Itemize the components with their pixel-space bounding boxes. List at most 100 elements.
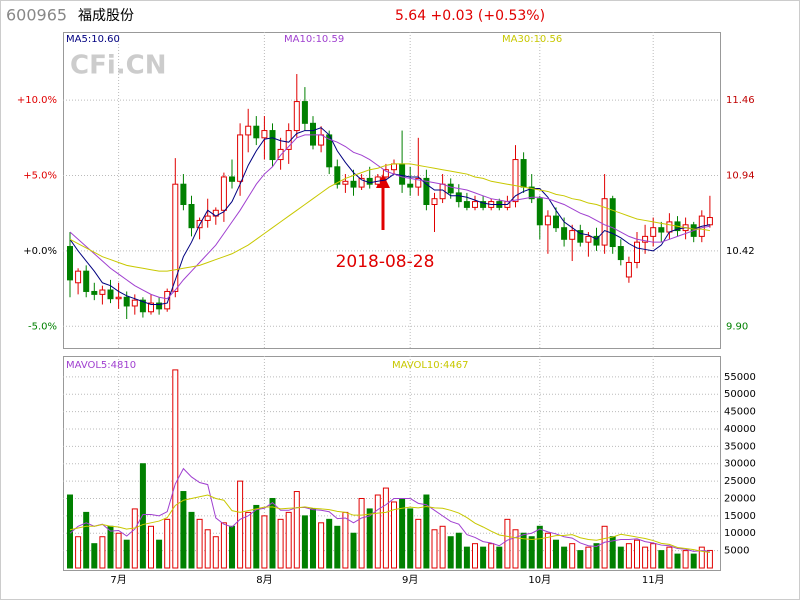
candle-body bbox=[115, 296, 122, 300]
volume-bar bbox=[115, 532, 122, 569]
candle-body bbox=[561, 227, 568, 240]
volume-bar bbox=[496, 546, 503, 569]
y-tick-label: 30000 bbox=[724, 459, 756, 470]
candle-body bbox=[431, 198, 438, 205]
candle-body bbox=[318, 134, 325, 146]
x-tick-label: 9月 bbox=[402, 574, 418, 586]
volume-bar bbox=[139, 463, 146, 569]
volume-bar bbox=[536, 525, 543, 569]
candle-body bbox=[553, 215, 559, 229]
volume-bar bbox=[83, 511, 90, 569]
candle-body bbox=[634, 241, 640, 263]
volume-bar bbox=[220, 522, 227, 569]
y-tick-label: 10.94 bbox=[726, 171, 755, 182]
volume-bar bbox=[528, 536, 535, 569]
volume-bar bbox=[561, 546, 568, 569]
candle-body bbox=[131, 299, 138, 307]
candle-body bbox=[310, 122, 316, 146]
volume-bar bbox=[204, 529, 211, 569]
y2-tick-label: +0.0% bbox=[23, 246, 57, 257]
candle-body bbox=[593, 235, 600, 246]
volume-bar bbox=[504, 518, 511, 569]
stock-code: 600965 bbox=[6, 6, 67, 25]
volume-bar bbox=[480, 546, 487, 569]
candle-body bbox=[407, 183, 414, 188]
candle-body bbox=[91, 290, 98, 295]
volume-bar bbox=[382, 487, 389, 569]
candle-body bbox=[399, 163, 406, 185]
volume-bar bbox=[366, 508, 373, 569]
ma-line bbox=[69, 494, 710, 553]
y2-tick-label: +10.0% bbox=[17, 95, 57, 106]
volume-bar bbox=[577, 550, 584, 569]
volume-bar bbox=[172, 369, 179, 569]
ma-line bbox=[69, 467, 710, 552]
volume-bar bbox=[277, 518, 284, 569]
ma-line bbox=[69, 127, 710, 306]
candle-body bbox=[139, 299, 146, 313]
volume-bar bbox=[261, 515, 268, 569]
y-tick-label: 50000 bbox=[724, 389, 756, 400]
ma-line bbox=[69, 163, 710, 272]
ma-line bbox=[69, 134, 710, 300]
volume-bar bbox=[285, 511, 292, 569]
volume-bar bbox=[148, 525, 154, 569]
volume-bar bbox=[237, 480, 244, 569]
volume-bar bbox=[75, 536, 82, 569]
candle-body bbox=[447, 183, 454, 194]
candle-body bbox=[601, 198, 608, 246]
volume-bar bbox=[463, 546, 470, 569]
volume-bar bbox=[601, 525, 608, 569]
candle-body bbox=[536, 198, 543, 226]
y-tick-label: 55000 bbox=[724, 372, 756, 383]
candle-body bbox=[617, 246, 624, 261]
y-tick-label: 11.46 bbox=[726, 95, 755, 106]
candle-body bbox=[520, 159, 527, 188]
candle-body bbox=[358, 177, 365, 188]
volume-bar bbox=[512, 529, 519, 569]
volume-bar bbox=[666, 546, 673, 569]
volume-bar bbox=[188, 511, 195, 569]
candle-body bbox=[625, 261, 632, 278]
volume-bar bbox=[374, 494, 381, 569]
volume-bar bbox=[245, 511, 252, 569]
candle-body bbox=[480, 201, 487, 208]
candle-body bbox=[609, 198, 616, 248]
volume-bar bbox=[123, 539, 130, 569]
candle-body bbox=[75, 270, 82, 284]
volume-bar bbox=[229, 525, 235, 569]
volume-bar bbox=[131, 508, 138, 569]
candle-body bbox=[293, 101, 300, 132]
volume-bar bbox=[690, 553, 697, 569]
volume-bar bbox=[674, 553, 681, 569]
volume-bar bbox=[350, 532, 357, 569]
volume-bar bbox=[301, 515, 308, 569]
volume-bar bbox=[634, 539, 640, 569]
candle-body bbox=[577, 230, 584, 243]
volume-bar bbox=[107, 525, 114, 569]
candle-body bbox=[569, 230, 576, 240]
candle-body bbox=[666, 221, 673, 233]
volume-bar bbox=[650, 543, 657, 569]
volume-bar bbox=[423, 494, 430, 569]
candle-body bbox=[342, 180, 349, 185]
y-tick-label: 20000 bbox=[724, 493, 756, 504]
volume-bar bbox=[544, 532, 551, 569]
candle-body bbox=[156, 302, 163, 310]
volume-bar bbox=[212, 536, 219, 569]
volume-bar bbox=[642, 546, 649, 569]
volume-bar bbox=[593, 543, 600, 569]
volume-bar bbox=[196, 518, 203, 569]
volume-bar bbox=[431, 529, 438, 569]
volume-bar bbox=[415, 518, 422, 569]
y-tick-label: 10000 bbox=[724, 528, 756, 539]
candle-body bbox=[706, 217, 713, 226]
candle-body bbox=[180, 183, 187, 205]
candle-body bbox=[229, 176, 235, 182]
candle-body bbox=[301, 101, 308, 124]
volume-bar bbox=[334, 525, 341, 569]
volume-bar bbox=[488, 543, 495, 569]
candle-body bbox=[204, 215, 211, 221]
x-tick-label: 8月 bbox=[256, 574, 272, 586]
candle-body bbox=[245, 125, 252, 136]
